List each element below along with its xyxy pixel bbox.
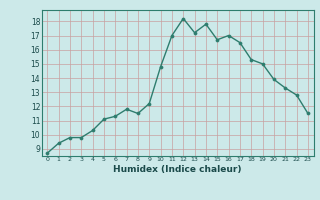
X-axis label: Humidex (Indice chaleur): Humidex (Indice chaleur) xyxy=(113,165,242,174)
